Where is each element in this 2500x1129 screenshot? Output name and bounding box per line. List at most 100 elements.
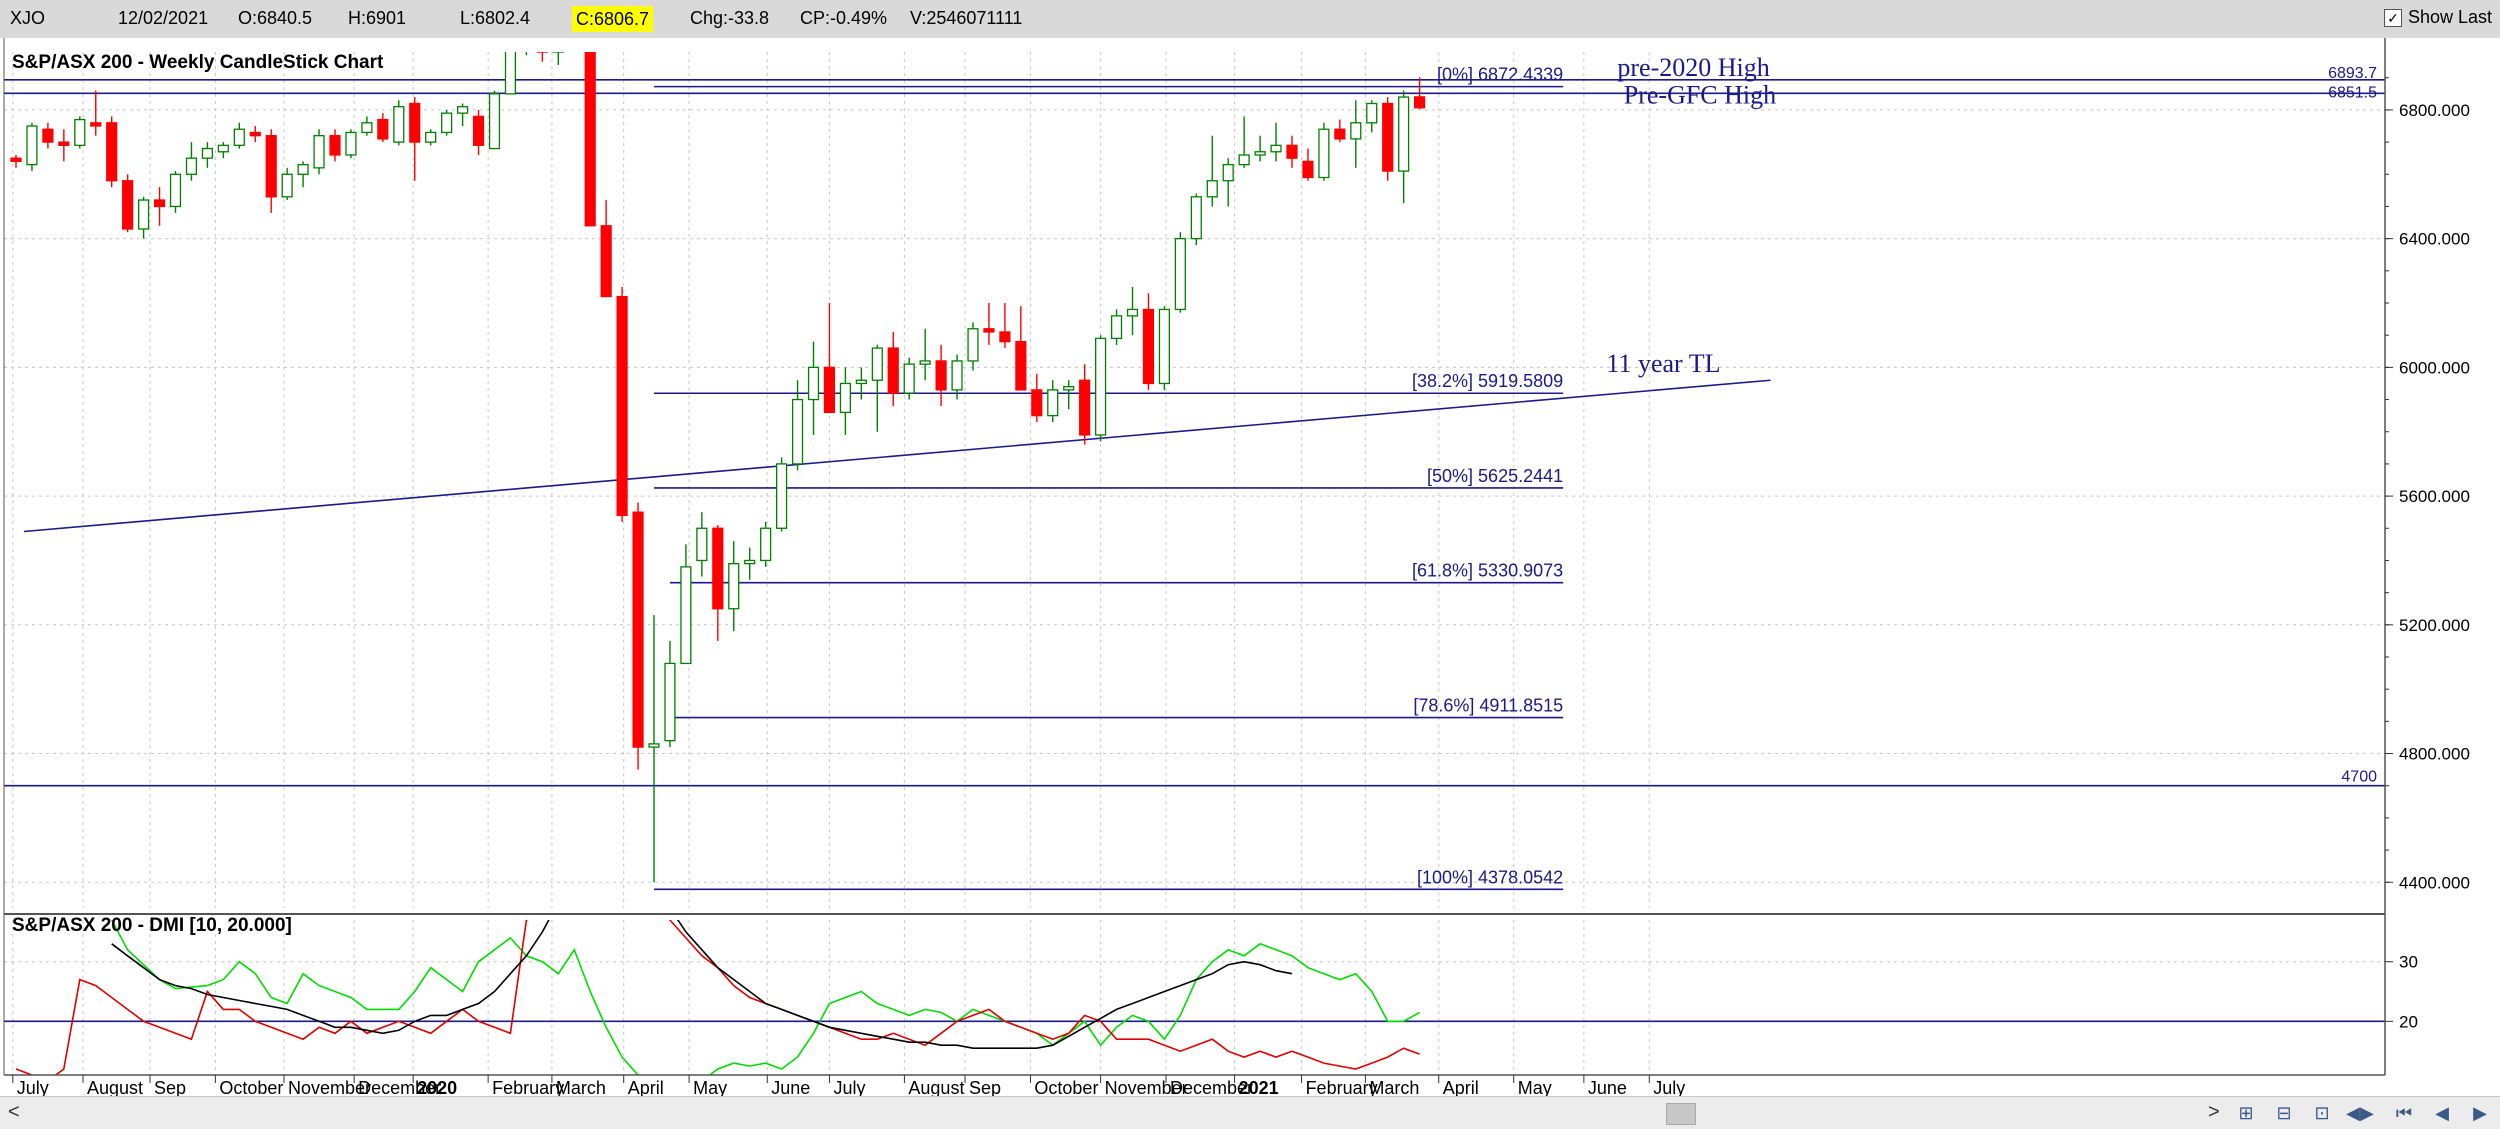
candle-body <box>839 382 851 414</box>
x-tick-label: November <box>288 1078 371 1096</box>
date-label: 12/02/2021 <box>118 8 209 28</box>
candle-body <box>696 527 708 562</box>
axes: 4400.000 4800.000 5200.000 5600.000 6000.000… <box>3 38 2470 1096</box>
candle-body <box>488 93 501 150</box>
candle-body <box>26 125 38 166</box>
y-tick-label: 6400.000 <box>2399 230 2470 249</box>
candle-body <box>504 52 517 95</box>
candle-body <box>169 173 182 208</box>
annotation: Pre-GFC High <box>1624 80 1776 109</box>
scroll-right-button[interactable]: > <box>2208 1101 2220 1123</box>
scroll-both-icon[interactable]: ◀▶ <box>2346 1103 2374 1123</box>
candle-body <box>791 398 804 465</box>
x-tick-label: December <box>358 1078 441 1096</box>
x-tick-label: Sep <box>969 1078 1001 1096</box>
scroll-left-button[interactable]: < <box>8 1101 20 1123</box>
candle-body <box>855 379 867 385</box>
candle-body <box>249 131 261 137</box>
x-tick-label: October <box>219 1078 283 1096</box>
candle-body <box>153 199 166 208</box>
candle-body <box>903 363 915 394</box>
candle-body <box>1142 308 1155 385</box>
show-last-toggle[interactable]: ✓ Show Last <box>2383 7 2492 28</box>
candle-body <box>217 144 229 153</box>
candle-body <box>999 331 1011 343</box>
first-bar-icon[interactable]: ⏮ <box>2395 1103 2413 1123</box>
y-tick-label: 5200.000 <box>2399 616 2470 635</box>
candle-body <box>1222 163 1234 182</box>
scroll-thumb[interactable] <box>1666 1103 1696 1125</box>
dmi-chart-title: S&P/ASX 200 - DMI [10, 20.000] <box>12 915 292 936</box>
main-grid <box>4 52 2385 908</box>
symbol-label: XJO <box>10 8 46 28</box>
x-tick-label: 2020 <box>417 1078 457 1096</box>
high-value: H:6901 <box>348 8 407 28</box>
x-tick-label: July <box>833 1078 865 1096</box>
chart-area[interactable]: 6893.7 6851.5 4700 [0%] 6872.4339 [38.2%] 59… <box>0 38 2500 1096</box>
candle-body <box>1366 102 1378 124</box>
candle-body <box>776 463 788 529</box>
candle-body <box>728 563 740 610</box>
candle-body <box>1398 96 1410 172</box>
candle-body <box>425 131 437 143</box>
fib-label: [61.8%] 5330.9073 <box>1412 561 1563 581</box>
candle-body <box>664 662 676 742</box>
candle-body <box>1031 389 1043 417</box>
candle-body <box>1158 308 1170 385</box>
candle-body <box>297 163 309 175</box>
candle-body <box>185 157 198 175</box>
minus_di-line <box>15 920 1420 1075</box>
y-tick-label: 4800.000 <box>2399 745 2470 764</box>
y-tick-label: 6000.000 <box>2399 358 2470 377</box>
candle-body <box>935 360 947 391</box>
candle-body <box>441 112 453 134</box>
candle-body <box>457 106 469 114</box>
zoom-out-icon[interactable]: ⊟ <box>2276 1103 2292 1123</box>
candle-body <box>823 366 836 414</box>
candle-body <box>1270 144 1282 153</box>
next-bar-icon[interactable]: ▶ <box>2473 1103 2487 1123</box>
x-tick-label: 2021 <box>1239 1078 1279 1096</box>
candle-body <box>584 52 596 227</box>
candle-body <box>1047 389 1059 417</box>
candle-body <box>1238 154 1250 166</box>
adx-line <box>111 920 1293 1050</box>
candle-body <box>74 118 86 146</box>
candle-body <box>1079 379 1091 436</box>
zoom-reset-icon[interactable]: ⊡ <box>2314 1103 2330 1123</box>
prev-bar-icon[interactable]: ◀ <box>2435 1103 2449 1123</box>
x-tick-label: March <box>556 1078 606 1096</box>
zoom-in-icon[interactable]: ⊞ <box>2238 1103 2254 1123</box>
candle-body <box>138 199 150 230</box>
x-tick-label: April <box>1443 1078 1479 1096</box>
candle-body <box>1063 386 1075 391</box>
scroll-bar[interactable]: < > ⊞ ⊟ ⊡ ◀▶ ⏮ ◀ ▶ <box>0 1096 2500 1129</box>
candle-body <box>361 122 373 134</box>
x-tick-label: June <box>771 1078 810 1096</box>
candle-body <box>1414 96 1426 109</box>
show-last-label: Show Last <box>2407 7 2492 27</box>
level-label: 6893.7 <box>2328 65 2377 82</box>
candle-body <box>1206 180 1218 198</box>
candle-body <box>1095 337 1107 436</box>
candle-body <box>600 225 612 298</box>
open-value: O:6840.5 <box>238 8 313 28</box>
x-tick-label: June <box>1588 1078 1627 1096</box>
candle-body <box>1174 237 1186 311</box>
candle-body <box>393 106 405 143</box>
plus_di-line <box>110 920 1420 1075</box>
candle-body <box>58 141 70 146</box>
x-tick-label: March <box>1369 1078 1419 1096</box>
checkbox-icon[interactable]: ✓ <box>2383 8 2402 27</box>
quote-toolbar: XJO 12/02/2021 O:6840.5 H:6901 L:6802.4 … <box>0 0 2500 39</box>
candle-body <box>887 347 899 394</box>
main-chart-title: S&P/ASX 200 - Weekly CandleStick Chart <box>12 52 384 73</box>
candle-body <box>345 131 357 156</box>
candle-body <box>680 566 692 665</box>
main-labels: 6893.7 6851.5 4700 [0%] 6872.4339 [38.2%] 59… <box>1412 53 2377 887</box>
fib-label: [100%] 4378.0542 <box>1417 867 1563 887</box>
candle-body <box>1254 151 1266 156</box>
dmi-series <box>4 920 2385 1075</box>
candle-body <box>919 360 931 365</box>
candle-body <box>377 118 389 140</box>
